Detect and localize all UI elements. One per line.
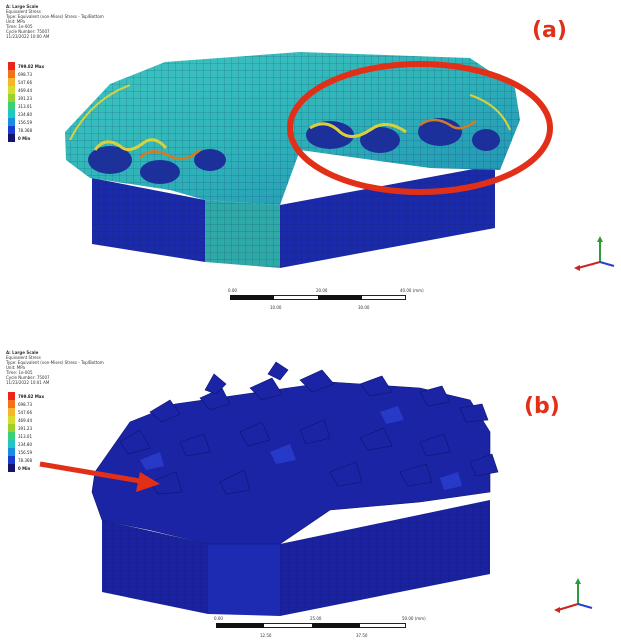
scale-bar: 0.00 25.00 50.00 (mm) 12.50 37.50 [206,616,436,640]
legend-row: 547.66 [8,408,54,416]
header-line: Cycle Number: 75007 [6,29,50,34]
legend-row: 0 Min [8,464,54,472]
legend-label: 799.82 Max [18,393,45,399]
panel-label: (a) [532,18,567,43]
scale-tick-label: 40.00 (mm) [400,288,424,293]
scale-bar: 0.00 20.00 40.00 (mm) 10.00 30.00 [214,288,424,312]
header-line: A: Large Scale [6,350,39,355]
fem-model-a [65,52,615,271]
legend-label: 698.73 [18,401,32,407]
highlight-ellipse [287,61,553,195]
legend-label: 698.73 [18,71,32,77]
legend-row: 234.80 [8,440,54,448]
legend-label: 799.82 Max [18,63,45,69]
stress-legend: 799.82 Max 698.73 547.66 469.44 391.23 3… [8,62,54,142]
damage-region [69,84,511,184]
legend-label: 469.44 [18,417,32,423]
scale-tick-label: 37.50 [356,633,368,638]
panel-label: (b) [524,394,560,419]
header-line: A: Large Scale [6,4,39,9]
legend-label: 391.23 [18,425,32,431]
legend-label: 313.01 [18,433,32,439]
header-line: Unit: MPa [6,19,25,24]
legend-label: 547.66 [18,409,32,415]
legend-label: 0 Min [18,465,31,471]
header-line: 11/23/2022 10:01 AM [6,380,50,385]
simulation-header: A: Large Scale Equivalent Stress Type: E… [6,350,104,385]
header-line: Unit: MPa [6,365,25,370]
scale-tick-label: 10.00 [270,305,282,310]
legend-row: 156.59 [8,448,54,456]
legend-row: 78.368 [8,126,54,134]
header-line: 11/23/2022 10:00 AM [6,34,50,39]
legend-label: 234.80 [18,441,32,447]
fragment-highlights [140,406,462,490]
scale-tick-label: 25.00 [310,616,322,621]
legend-label: 234.80 [18,111,32,117]
header-line: Cycle Number: 75007 [6,375,50,380]
header-line: Equivalent Stress [6,355,41,360]
legend-label: 0 Min [18,135,31,141]
legend-label: 156.59 [18,119,32,125]
legend-row: 0 Min [8,134,54,142]
legend-row: 313.01 [8,102,54,110]
header-line: Equivalent Stress [6,9,41,14]
header-line: Type: Equivalent (von-Mises) Stress - To… [6,14,104,19]
legend-label: 78.368 [18,127,32,133]
legend-row: 156.59 [8,118,54,126]
inner-corner [208,544,280,616]
legend-row: 234.80 [8,110,54,118]
arrow-annotation [39,461,160,492]
legend-row: 547.66 [8,78,54,86]
legend-row: 799.82 Max [8,62,54,70]
panel-b: A: Large Scale Equivalent Stress Type: E… [0,322,621,644]
legend-label: 469.44 [18,87,32,93]
legend-row: 391.23 [8,94,54,102]
scale-tick-label: 50.00 (mm) [402,616,426,621]
legend-label: 78.368 [18,457,32,463]
scale-tick-label: 0.00 [228,288,237,293]
legend-row: 469.44 [8,86,54,94]
axis-triad-icon [574,236,615,271]
scale-tick-label: 30.00 [358,305,370,310]
scale-tick-label: 12.50 [260,633,272,638]
stress-legend: 799.82 Max 698.73 547.66 469.44 391.23 3… [8,392,54,472]
fem-model-b [39,361,593,616]
header-line: Time: 1e-005 [6,24,33,29]
legend-row: 799.82 Max [8,392,54,400]
axis-triad-icon [554,578,593,613]
legend-row: 313.01 [8,432,54,440]
legend-row: 469.44 [8,416,54,424]
header-line: Time: 1e-005 [6,370,33,375]
legend-row: 391.23 [8,424,54,432]
legend-label: 547.66 [18,79,32,85]
scale-tick-label: 0.00 [214,616,223,621]
legend-label: 156.59 [18,449,32,455]
legend-row: 698.73 [8,70,54,78]
legend-label: 391.23 [18,95,32,101]
legend-label: 313.01 [18,103,32,109]
simulation-header: A: Large Scale Equivalent Stress Type: E… [6,4,104,39]
legend-row: 78.368 [8,456,54,464]
header-line: Type: Equivalent (von-Mises) Stress - To… [6,360,104,365]
legend-row: 698.73 [8,400,54,408]
panel-a: A: Large Scale Equivalent Stress Type: E… [6,4,615,312]
scale-tick-label: 20.00 [316,288,328,293]
